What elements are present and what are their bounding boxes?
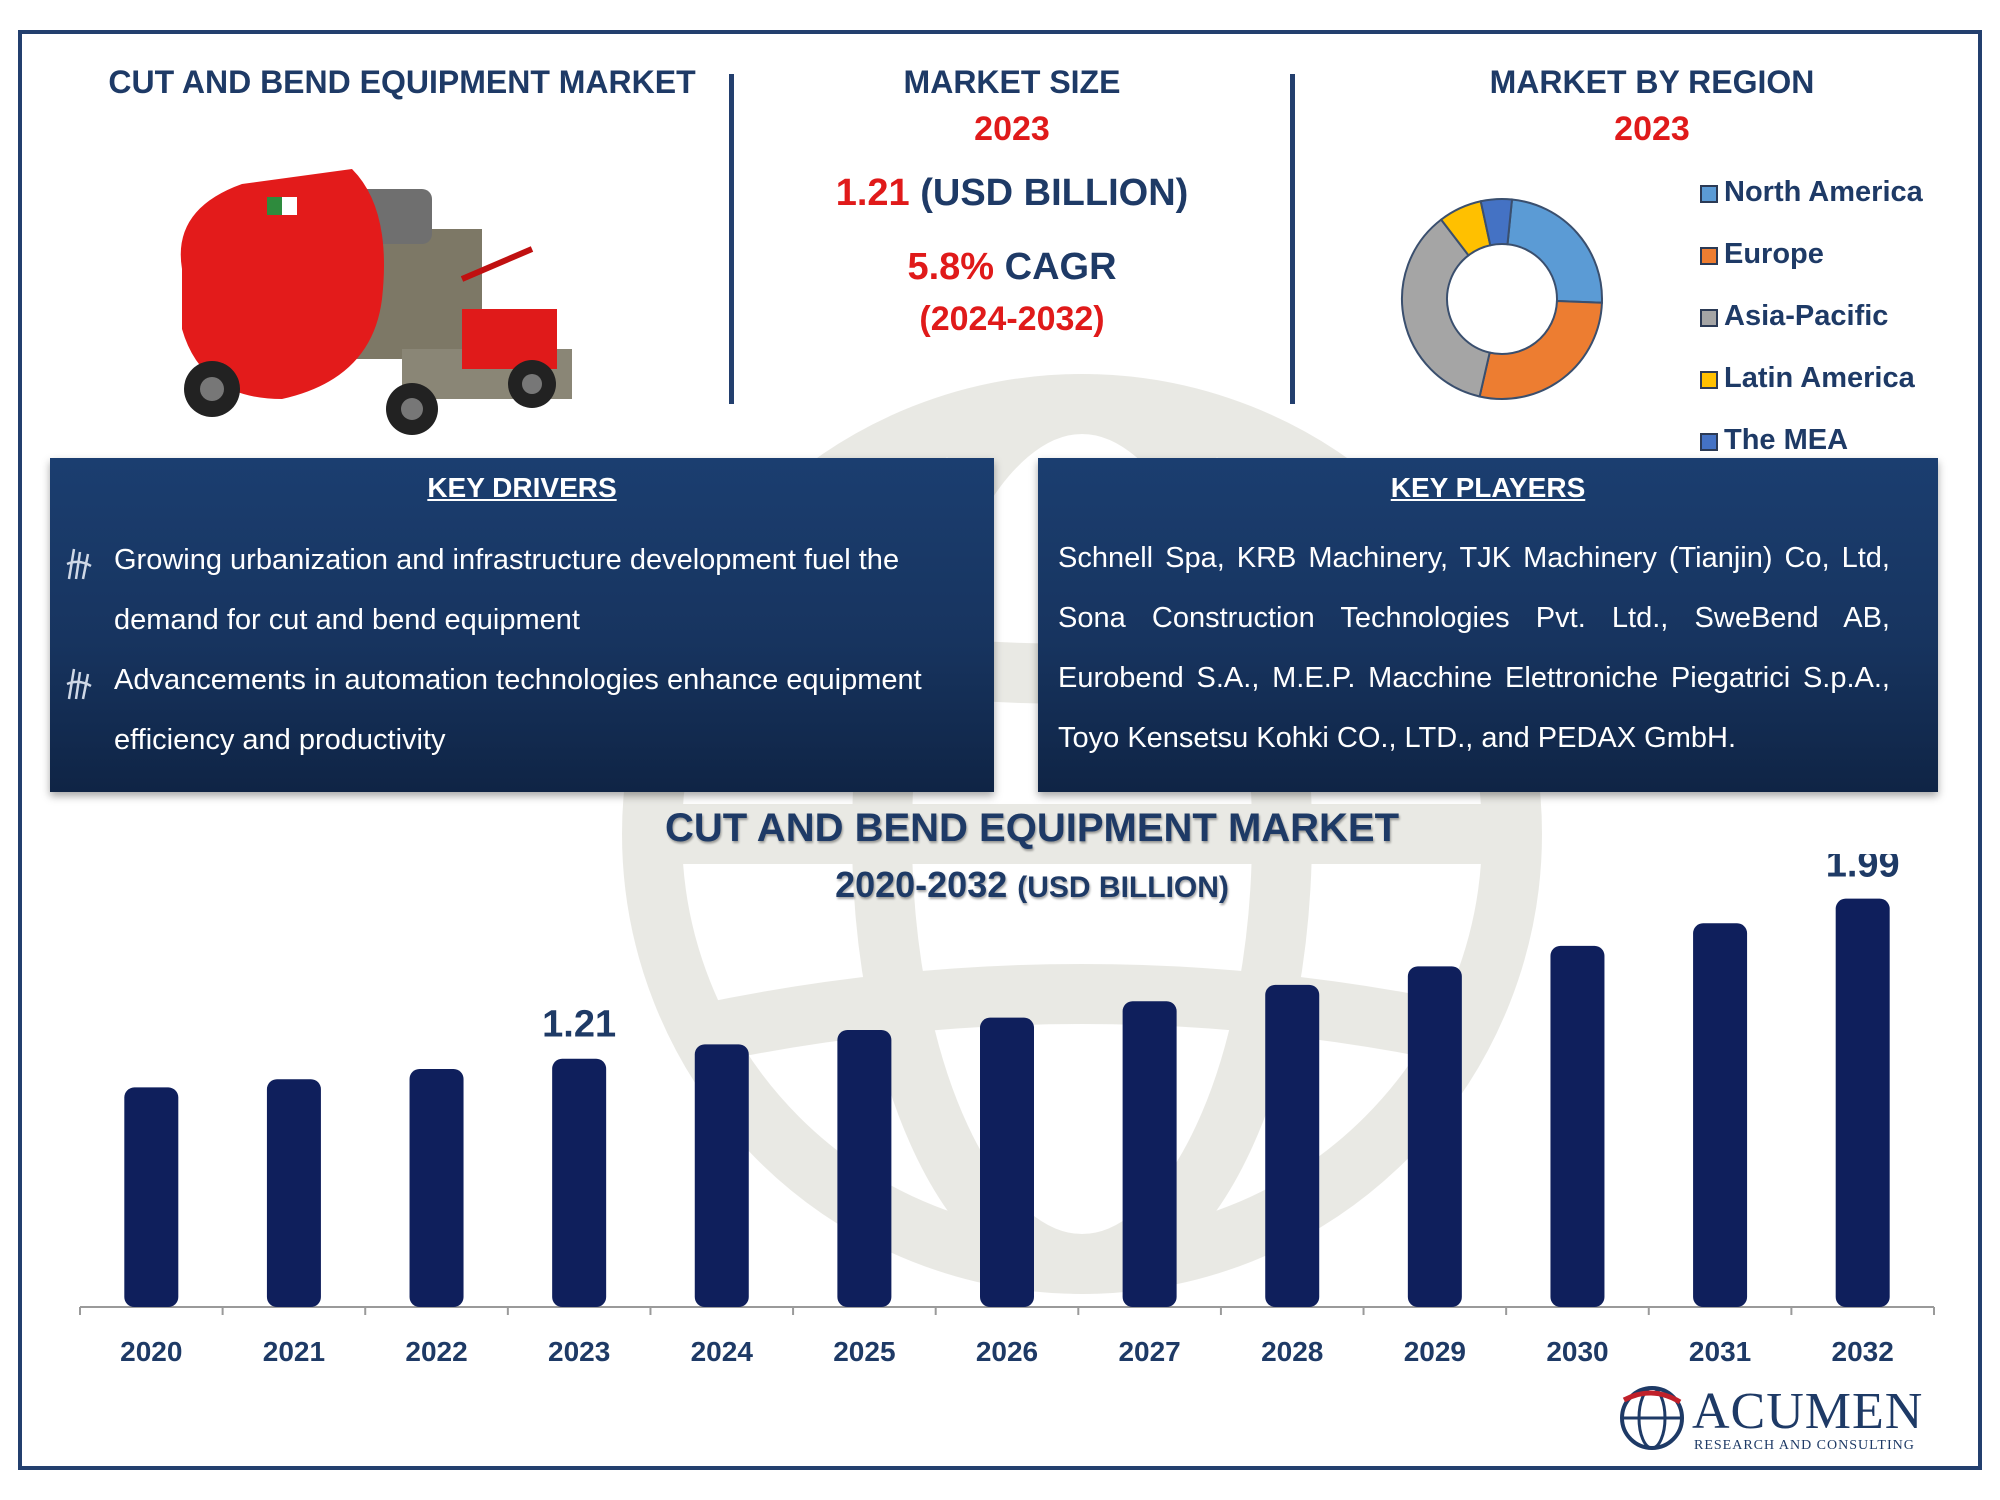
bar-2030 xyxy=(1550,945,1605,1307)
chart-title-line2: 2020-2032 (USD BILLION) xyxy=(522,864,1542,906)
bar-2032 xyxy=(1835,898,1890,1307)
donut-slice xyxy=(1506,198,1603,304)
driver-item-2: Advancements in automation technologies … xyxy=(114,664,922,756)
page-title: CUT AND BEND EQUIPMENT MARKET xyxy=(108,64,696,100)
x-tick-label: 2027 xyxy=(1118,1336,1180,1367)
legend-label: Asia-Pacific xyxy=(1724,300,1889,332)
market-size-label: MARKET SIZE xyxy=(903,64,1121,100)
x-tick-label: 2022 xyxy=(405,1336,467,1367)
bar-2026 xyxy=(980,1017,1034,1307)
bullet-icon xyxy=(66,548,92,580)
key-drivers-title: KEY DRIVERS xyxy=(427,472,617,503)
region-year: 2023 xyxy=(1614,110,1690,148)
divider-left xyxy=(729,74,734,404)
key-drivers-panel: KEY DRIVERS Growing urbanization and inf… xyxy=(50,458,994,792)
key-players-text: Schnell Spa, KRB Machinery, TJK Machiner… xyxy=(1058,542,1890,754)
legend-swatch xyxy=(1700,247,1718,265)
x-tick-label: 2029 xyxy=(1404,1336,1466,1367)
x-tick-label: 2031 xyxy=(1689,1336,1751,1367)
bar-2031 xyxy=(1693,923,1748,1307)
x-tick-label: 2026 xyxy=(976,1336,1038,1367)
legend-label: North America xyxy=(1724,176,1923,208)
x-tick-label: 2024 xyxy=(691,1336,754,1367)
bar-2020 xyxy=(124,1087,179,1307)
legend-swatch xyxy=(1700,433,1718,451)
chart-title-years: 2020-2032 xyxy=(835,864,1008,905)
x-tick-label: 2030 xyxy=(1546,1336,1608,1367)
cagr-period: (2024-2032) xyxy=(919,300,1105,338)
driver-item-1: Growing urbanization and infrastructure … xyxy=(114,544,900,636)
region-label: MARKET BY REGION xyxy=(1489,64,1815,100)
cagr-label: CAGR xyxy=(1004,246,1117,288)
brand-tagline: RESEARCH AND CONSULTING xyxy=(1694,1438,1915,1453)
bar-chart: 2020 2021 2022 2023 1.21 2024 2025 2026 2027 2028… xyxy=(79,854,1935,1367)
chart-title-line1: CUT AND BEND EQUIPMENT MARKET xyxy=(664,806,1400,850)
bullet-icon xyxy=(66,668,92,700)
market-value-unit: (USD BILLION) xyxy=(920,172,1189,214)
market-size-value: 1.21 (USD BILLION) xyxy=(742,172,1282,215)
acumen-logo-icon xyxy=(1620,1386,1684,1450)
data-label-2023: 1.21 xyxy=(542,1004,616,1046)
donut-slice xyxy=(1478,300,1603,400)
bar-2021 xyxy=(266,1079,321,1307)
machine-image xyxy=(180,169,572,435)
data-label-2032: 1.99 xyxy=(1826,854,1900,886)
legend-label: The MEA xyxy=(1724,424,1849,456)
legend-swatch xyxy=(1700,309,1718,327)
bar-2024 xyxy=(694,1044,749,1307)
donut-slice xyxy=(1401,218,1491,398)
x-tick-label: 2025 xyxy=(833,1336,895,1367)
market-size-year: 2023 xyxy=(974,110,1050,148)
bar-2022 xyxy=(409,1068,464,1307)
brand-name: ACUMEN xyxy=(1692,1383,1924,1440)
chart-title-unit: (USD BILLION) xyxy=(1017,871,1229,904)
legend-label: Europe xyxy=(1724,238,1824,270)
x-tick-label: 2032 xyxy=(1832,1336,1894,1367)
divider-right xyxy=(1290,74,1295,404)
cagr-value: 5.8% xyxy=(907,246,995,288)
region-donut-chart xyxy=(1401,198,1603,400)
bar-2023 xyxy=(552,1058,607,1307)
x-tick-label: 2020 xyxy=(120,1336,182,1367)
legend-label: Latin America xyxy=(1724,362,1915,394)
cagr: 5.8% CAGR xyxy=(742,246,1282,289)
key-players-title: KEY PLAYERS xyxy=(1390,472,1586,503)
x-tick-label: 2023 xyxy=(548,1336,610,1367)
donut-slice xyxy=(1479,198,1514,247)
legend-swatch xyxy=(1700,185,1718,203)
bar-2028 xyxy=(1265,984,1320,1307)
bar-2025 xyxy=(837,1029,892,1307)
infographic-frame: CUT AND BEND EQUIPMENT MARKET MARKET SIZ… xyxy=(18,30,1982,1470)
bar-2029 xyxy=(1407,966,1462,1307)
market-value-number: 1.21 xyxy=(835,172,910,214)
legend-swatch xyxy=(1700,371,1718,389)
bar-2027 xyxy=(1122,1001,1177,1307)
key-players-panel: KEY PLAYERS Schnell Spa, KRB Machinery, … xyxy=(1038,458,1938,792)
x-tick-label: 2028 xyxy=(1261,1336,1323,1367)
x-tick-label: 2021 xyxy=(263,1336,325,1367)
